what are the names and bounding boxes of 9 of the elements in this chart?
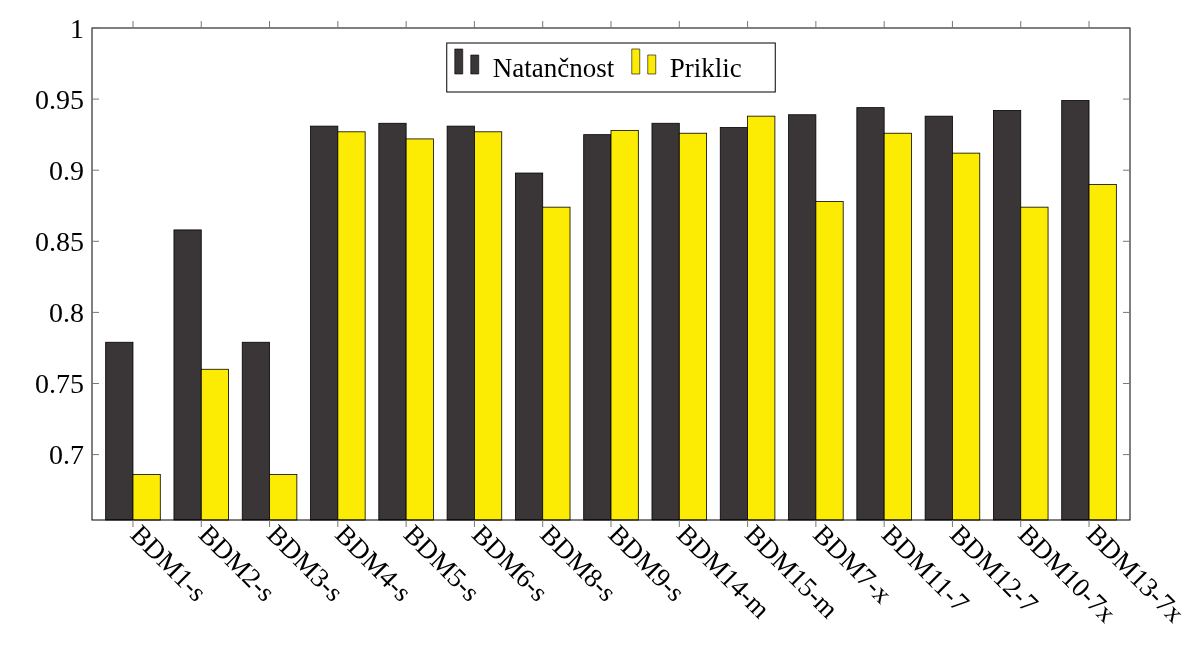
legend-label: Natančnost bbox=[492, 53, 615, 83]
y-tick-label: 1 bbox=[70, 12, 84, 44]
y-tick-label: 0.95 bbox=[35, 83, 84, 115]
y-tick-label: 0.7 bbox=[49, 439, 84, 471]
y-tick-label: 0.75 bbox=[35, 367, 84, 399]
y-tick-label: 0.85 bbox=[35, 225, 84, 257]
legend-label: Priklic bbox=[669, 53, 742, 83]
y-tick-label: 0.9 bbox=[49, 154, 84, 186]
y-tick-label: 0.8 bbox=[49, 296, 84, 328]
